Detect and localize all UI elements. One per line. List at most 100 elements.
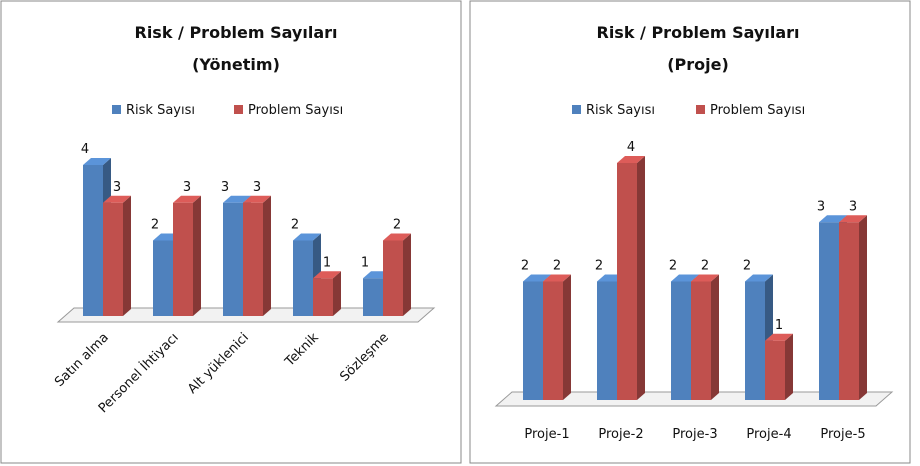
data-label: 2 xyxy=(291,218,299,233)
chart-title: Risk / Problem Sayıları xyxy=(597,23,800,42)
bar-front xyxy=(523,281,543,400)
bar-front xyxy=(153,240,173,316)
x-tick-label: Proje-2 xyxy=(598,427,643,442)
bar-top xyxy=(243,195,271,203)
bar-front xyxy=(223,202,243,316)
bar-side xyxy=(563,274,571,400)
bar-front xyxy=(745,281,765,400)
panel-border xyxy=(469,0,911,464)
bar-front xyxy=(293,240,313,316)
data-label: 2 xyxy=(701,259,709,274)
data-label: 1 xyxy=(323,255,331,270)
bar xyxy=(617,156,645,400)
bar-front xyxy=(103,202,123,316)
bar-front xyxy=(839,222,859,400)
bar-top xyxy=(523,274,551,282)
legend-swatch xyxy=(234,105,243,114)
bar-front xyxy=(173,202,193,316)
bar-side xyxy=(193,195,201,316)
bar-top xyxy=(671,274,699,282)
bar-top xyxy=(83,158,111,165)
x-tick-label: Proje-3 xyxy=(672,427,717,442)
data-label: 4 xyxy=(627,140,635,155)
bar xyxy=(383,233,411,316)
bar-top xyxy=(839,215,867,223)
x-tick-label: Satın alma xyxy=(52,330,112,390)
bar-top xyxy=(173,195,201,203)
data-label: 3 xyxy=(253,180,261,195)
bar-front xyxy=(363,278,383,316)
x-tick-label: Teknik xyxy=(282,330,322,370)
bar xyxy=(173,195,201,316)
legend-swatch xyxy=(112,105,121,114)
chart-subtitle: (Proje) xyxy=(667,55,729,74)
bar-top xyxy=(103,195,131,203)
data-label: 1 xyxy=(775,318,783,333)
bar-top xyxy=(543,274,571,282)
data-label: 3 xyxy=(113,180,121,195)
x-tick-label: Sözleşme xyxy=(337,330,392,385)
bar-top xyxy=(745,274,773,282)
bar xyxy=(543,274,571,400)
bar-front xyxy=(543,281,563,400)
legend-swatch xyxy=(572,105,581,114)
bar-side xyxy=(711,274,719,400)
x-tick-label: Alt yüklenici xyxy=(185,330,252,397)
bar-side xyxy=(263,195,271,316)
legend-label: Problem Sayısı xyxy=(710,103,805,118)
data-label: 1 xyxy=(361,255,369,270)
bar-side xyxy=(333,271,341,316)
bar-front xyxy=(313,278,333,316)
bar-side xyxy=(785,333,793,400)
legend-swatch xyxy=(696,105,705,114)
data-label: 3 xyxy=(817,199,825,214)
bar-front xyxy=(691,281,711,400)
data-label: 3 xyxy=(221,180,229,195)
bar xyxy=(243,195,271,316)
x-tick-label: Proje-4 xyxy=(746,427,791,442)
data-label: 3 xyxy=(183,180,191,195)
chart-title: Risk / Problem Sayıları xyxy=(135,23,338,42)
panel-border xyxy=(0,0,462,464)
bar xyxy=(103,195,131,316)
data-label: 2 xyxy=(553,259,561,274)
bar-top xyxy=(617,156,645,163)
bar-top xyxy=(313,271,341,279)
x-tick-label: Proje-1 xyxy=(524,427,569,442)
bar-top xyxy=(819,215,847,223)
bar-front xyxy=(819,222,839,400)
bar-front xyxy=(765,340,785,400)
bar-front xyxy=(383,240,403,316)
bar xyxy=(313,271,341,316)
data-label: 2 xyxy=(393,218,401,233)
data-label: 2 xyxy=(151,218,159,233)
bar xyxy=(691,274,719,400)
bar-side xyxy=(403,233,411,316)
data-label: 4 xyxy=(81,142,89,157)
bar-side xyxy=(637,156,645,400)
bar-top xyxy=(223,195,251,203)
legend-label: Problem Sayısı xyxy=(248,103,343,118)
bar-front xyxy=(671,281,691,400)
legend-label: Risk Sayısı xyxy=(586,103,655,118)
legend-label: Risk Sayısı xyxy=(126,103,195,118)
data-label: 2 xyxy=(521,259,529,274)
bar-top xyxy=(765,333,793,341)
bar-front xyxy=(597,281,617,400)
bar-top xyxy=(383,233,411,241)
bar-top xyxy=(293,233,321,241)
bar-front xyxy=(617,163,637,400)
bar-front xyxy=(243,202,263,316)
bar xyxy=(765,333,793,400)
x-tick-label: Proje-5 xyxy=(820,427,865,442)
bar-side xyxy=(123,195,131,316)
bar-side xyxy=(859,215,867,400)
data-label: 2 xyxy=(743,259,751,274)
bar-front xyxy=(83,165,103,316)
data-label: 2 xyxy=(595,259,603,274)
data-label: 2 xyxy=(669,259,677,274)
data-label: 3 xyxy=(849,199,857,214)
bar xyxy=(839,215,867,400)
bar-top xyxy=(691,274,719,282)
